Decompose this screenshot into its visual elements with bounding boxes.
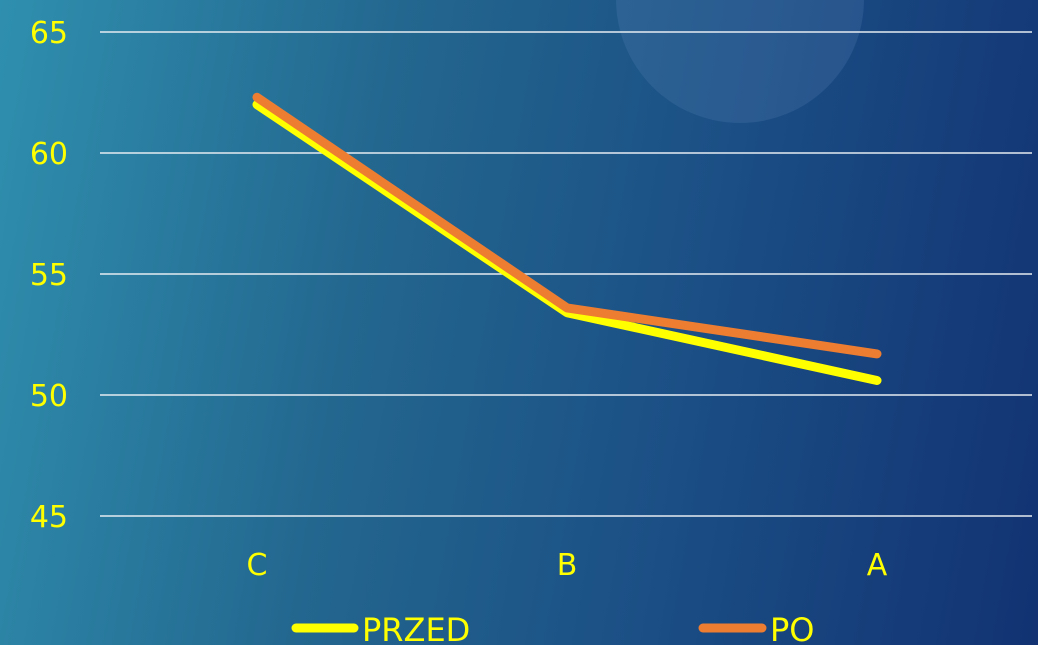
x-tick-label-C: C (247, 548, 268, 583)
legend[interactable]: PRZED PO (291, 611, 814, 645)
legend-label-przed: PRZED (362, 611, 470, 645)
x-tick-label-B: B (557, 548, 578, 583)
legend-label-po: PO (770, 611, 814, 645)
y-tick-label: 55 (30, 258, 68, 293)
series-lines (252, 92, 882, 385)
gridlines (100, 31, 1032, 517)
y-tick-label: 50 (30, 379, 68, 414)
x-tick-label-A: A (867, 548, 888, 583)
y-tick-label: 65 (30, 16, 68, 51)
y-axis-ticks: 45 50 55 60 65 (30, 16, 68, 535)
legend-item-po[interactable]: PO (698, 611, 814, 645)
legend-item-przed[interactable]: PRZED (291, 611, 470, 645)
y-tick-label: 60 (30, 137, 68, 172)
y-tick-label: 45 (30, 500, 68, 535)
